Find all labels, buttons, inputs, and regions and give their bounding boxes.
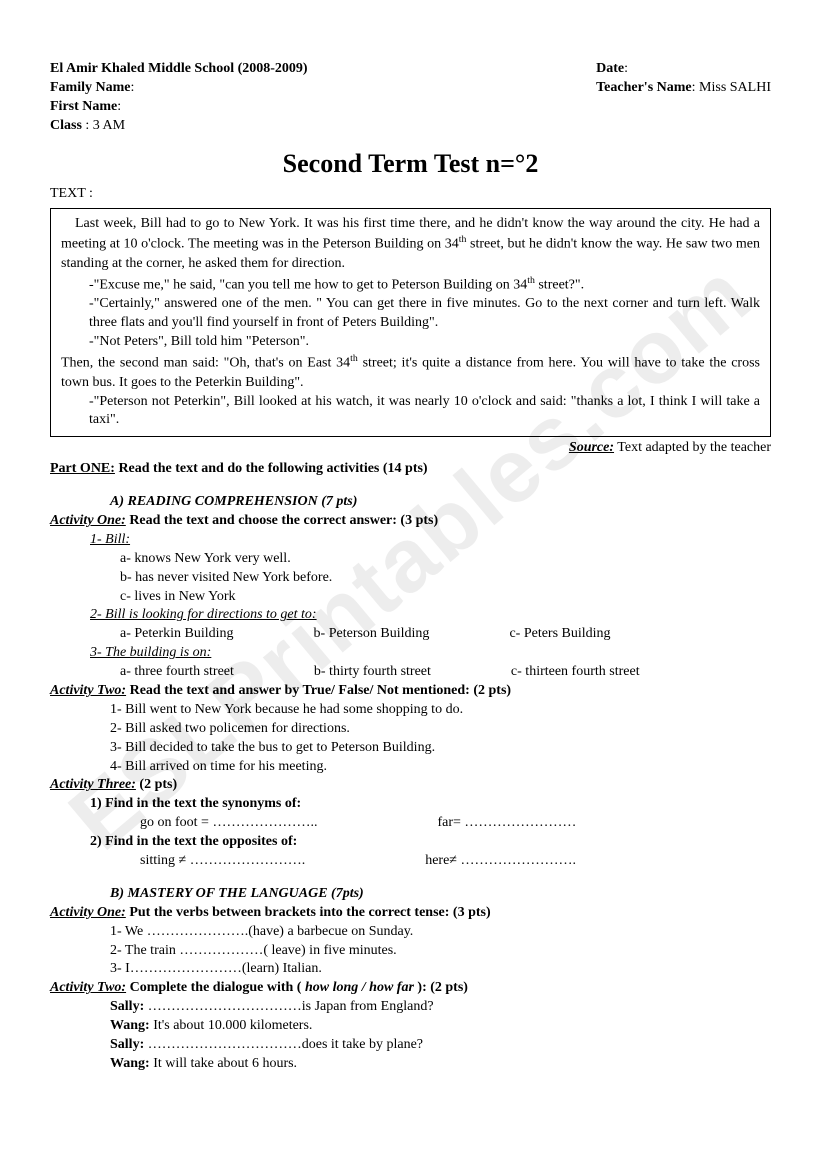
actb1-s1: 1- We ………………….(have) a barbecue on Sunda…	[110, 923, 771, 942]
q1-label: 1- Bill:	[90, 532, 130, 547]
act3-q2: 2) Find in the text the opposites of:	[90, 833, 771, 852]
activity-3-head: Activity Three:	[50, 777, 136, 792]
passage-p2: -"Excuse me," he said, "can you tell me …	[89, 278, 527, 293]
activity-2-text: Read the text and answer by True/ False/…	[126, 683, 511, 698]
date-label: Date	[596, 61, 624, 76]
d-l4a: Wang:	[110, 1056, 150, 1071]
passage-p4: -"Not Peters", Bill told him "Peterson".	[89, 333, 760, 352]
act2-s1: 1- Bill went to New York because he had …	[110, 701, 771, 720]
actb1-s3: 3- I……………………(learn) Italian.	[110, 960, 771, 979]
activity-b1-text: Put the verbs between brackets into the …	[126, 905, 491, 920]
d-l1a: Sally:	[110, 999, 144, 1014]
q3-opt-b: b- thirty fourth street	[314, 663, 431, 682]
q1-opt-c: c- lives in New York	[120, 588, 771, 607]
act2-s2: 2- Bill asked two policemen for directio…	[110, 720, 771, 739]
school-name: El Amir Khaled Middle School (2008-2009)	[50, 60, 308, 79]
act3-q2b: here≠ …………………….	[425, 852, 576, 871]
section-b-head: B) MASTERY OF THE LANGUAGE (7pts)	[110, 885, 771, 904]
q3-opt-c: c- thirteen fourth street	[511, 663, 640, 682]
q2-opt-c: c- Peters Building	[509, 625, 610, 644]
act3-q2a: sitting ≠ …………………….	[140, 852, 305, 871]
d-l3b: ……………………………does it take by plane?	[144, 1037, 423, 1052]
passage-p5: Then, the second man said: "Oh, that's o…	[61, 356, 350, 371]
d-l3a: Sally:	[110, 1037, 144, 1052]
passage-p6: -"Peterson not Peterkin", Bill looked at…	[89, 393, 760, 431]
teacher-value: : Miss SALHI	[692, 80, 771, 95]
part-one-pts: (14 pts)	[383, 461, 428, 476]
teacher-label: Teacher's Name	[596, 80, 692, 95]
text-label: TEXT :	[50, 185, 771, 204]
class-value: : 3 AM	[82, 118, 125, 133]
activity-b2-head: Activity Two:	[50, 980, 126, 995]
q2-opt-b: b- Peterson Building	[314, 625, 430, 644]
activity-b1-head: Activity One:	[50, 905, 126, 920]
q2-opt-a: a- Peterkin Building	[120, 625, 234, 644]
section-a-head: A) READING COMPREHENSION (7 pts)	[110, 493, 771, 512]
activity-2-head: Activity Two:	[50, 683, 126, 698]
q1-opt-a: a- knows New York very well.	[120, 550, 771, 569]
source-label: Source:	[569, 440, 614, 455]
passage-p2b: street?".	[535, 278, 584, 293]
d-l1b: ……………………………is Japan from England?	[144, 999, 433, 1014]
part-one-text: Read the text and do the following activ…	[115, 461, 383, 476]
part-one-label: Part ONE:	[50, 461, 115, 476]
passage-box: Last week, Bill had to go to New York. I…	[50, 208, 771, 438]
act3-q1a: go on foot = …………………..	[140, 814, 317, 833]
act2-s4: 4- Bill arrived on time for his meeting.	[110, 758, 771, 777]
d-l2b: It's about 10.000 kilometers.	[150, 1018, 313, 1033]
activity-b2-text2: ): (2 pts)	[414, 980, 468, 995]
activity-1-text: Read the text and choose the correct ans…	[126, 513, 438, 528]
act3-q1: 1) Find in the text the synonyms of:	[90, 795, 771, 814]
family-name-label: Family Name	[50, 80, 130, 95]
q1-opt-b: b- has never visited New York before.	[120, 569, 771, 588]
q3-opt-a: a- three fourth street	[120, 663, 234, 682]
activity-b2-italic: how long / how far	[305, 980, 414, 995]
d-l4b: It will take about 6 hours.	[150, 1056, 297, 1071]
d-l2a: Wang:	[110, 1018, 150, 1033]
act2-s3: 3- Bill decided to take the bus to get t…	[110, 739, 771, 758]
actb1-s2: 2- The train ………………( leave) in five minu…	[110, 942, 771, 961]
q3-label: 3- The building is on:	[90, 645, 211, 660]
class-label: Class	[50, 118, 82, 133]
activity-b2-text: Complete the dialogue with (	[126, 980, 305, 995]
test-title: Second Term Test n=°2	[50, 146, 771, 181]
q2-label: 2- Bill is looking for directions to get…	[90, 607, 317, 622]
activity-3-pts: (2 pts)	[136, 777, 177, 792]
source-value: Text adapted by the teacher	[614, 440, 771, 455]
activity-1-head: Activity One:	[50, 513, 126, 528]
first-name-label: First Name	[50, 99, 117, 114]
passage-p3: -"Certainly," answered one of the men. "…	[89, 295, 760, 333]
act3-q1b: far= ……………………	[437, 814, 576, 833]
